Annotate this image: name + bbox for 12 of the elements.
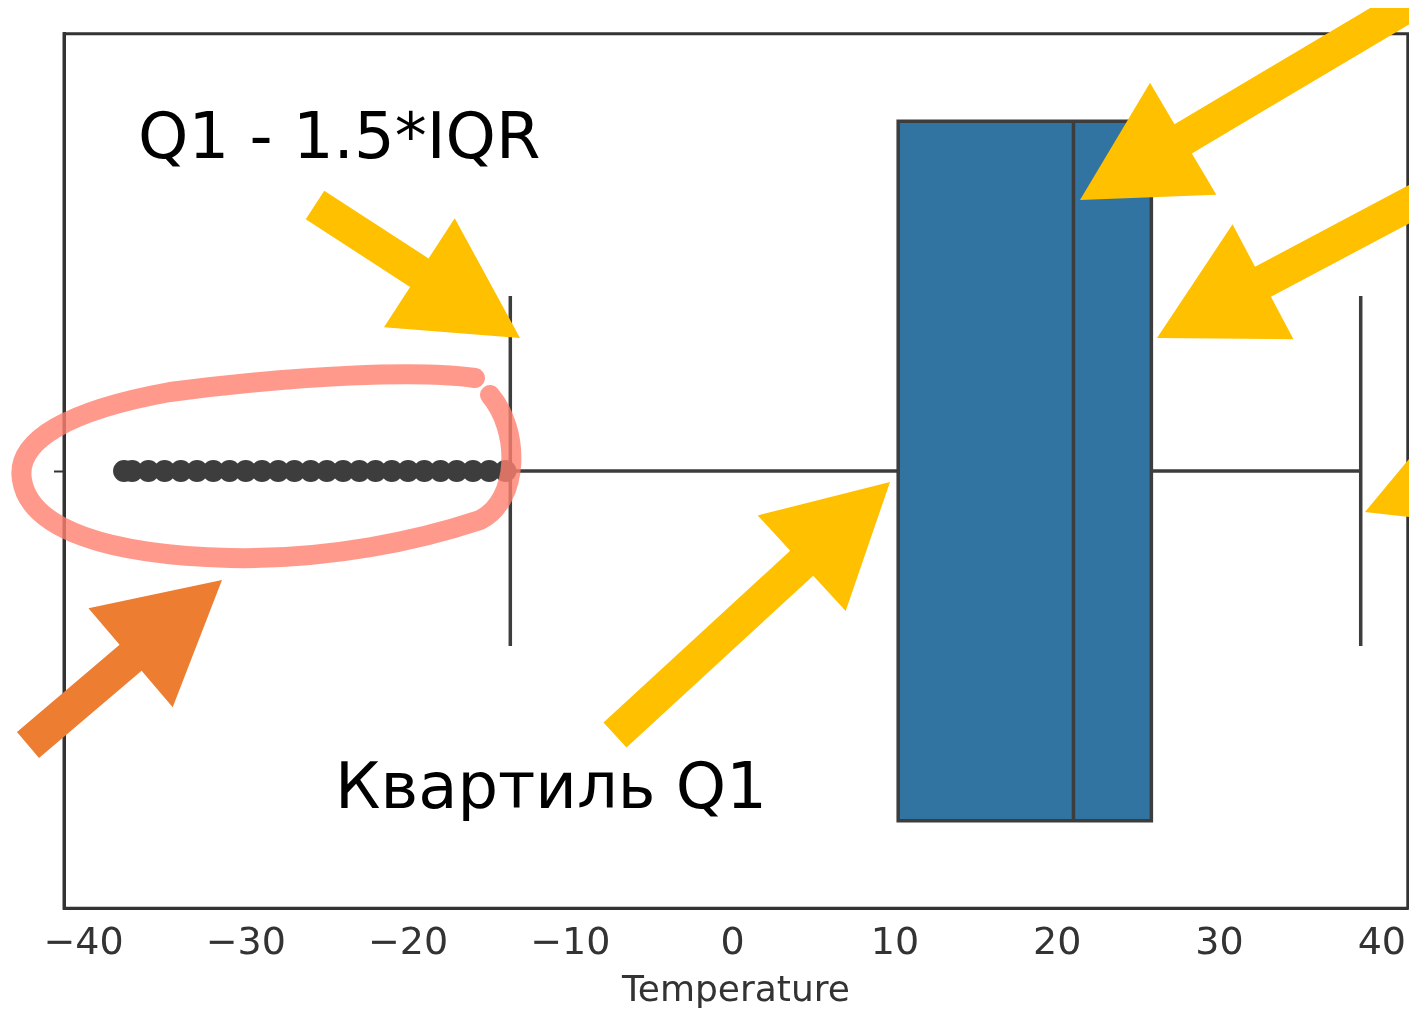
x-tick-label: 10 bbox=[870, 918, 920, 963]
x-tick-label: −10 bbox=[530, 918, 611, 963]
x-tick-label: −20 bbox=[367, 918, 449, 963]
x-axis-title: Temperature bbox=[620, 967, 850, 1009]
annotation: Q1 - 1.5*IQR bbox=[138, 99, 541, 173]
annotation: Квартиль Q1 bbox=[335, 749, 767, 823]
x-tick-label: 30 bbox=[1195, 918, 1244, 963]
x-tick-label: 20 bbox=[1033, 918, 1082, 963]
x-tick-label: 0 bbox=[720, 918, 745, 963]
x-tick-label: −30 bbox=[205, 918, 286, 963]
x-tick-label: −40 bbox=[43, 918, 124, 963]
x-tick-label: 40 bbox=[1357, 918, 1406, 963]
